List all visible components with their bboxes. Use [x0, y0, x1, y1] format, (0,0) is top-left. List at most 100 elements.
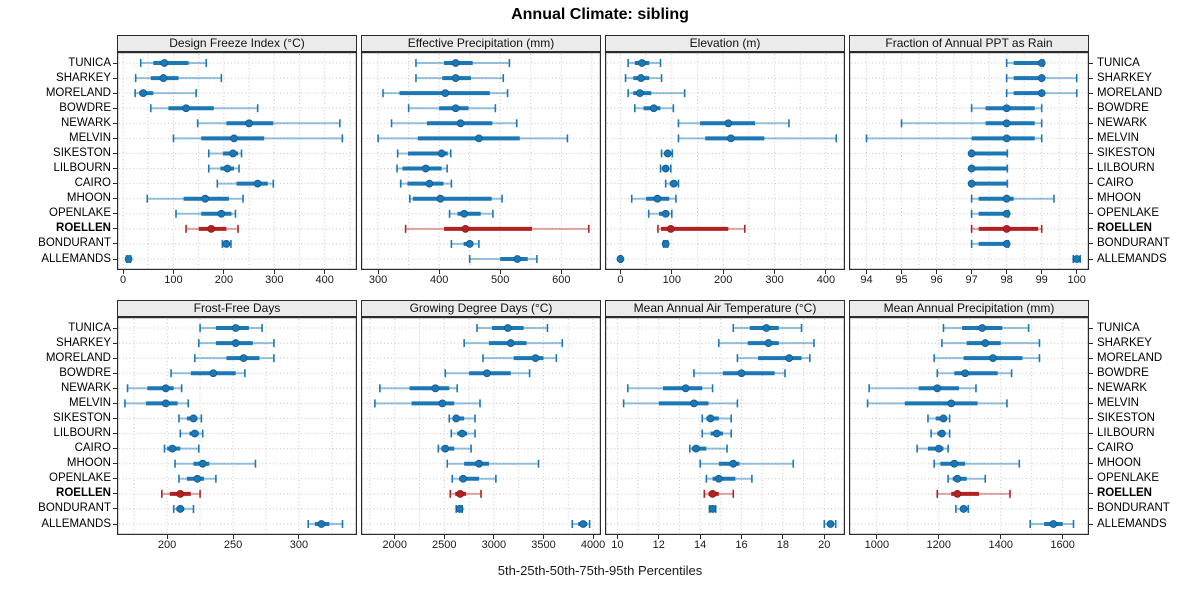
site-label-right-moreland: MORELAND	[1097, 86, 1163, 99]
median-dot-tunica	[231, 324, 240, 332]
median-dot-bowdre	[451, 104, 460, 113]
interval-row-lilbourn	[450, 429, 476, 438]
y-tick-mark-left	[113, 228, 117, 230]
interval-row-allemands	[124, 255, 133, 263]
x-tick-label: 500	[491, 274, 510, 286]
x-tick-mark	[699, 535, 701, 539]
interval-row-allemands	[468, 255, 538, 263]
x-tick-mark	[823, 535, 825, 539]
interval-row-openlake	[448, 209, 494, 218]
site-label-left-sikeston: SIKESTON	[53, 146, 111, 159]
panel-mean-annual-precipitation-mm	[849, 317, 1089, 535]
median-dot-openlake	[661, 209, 670, 218]
x-axis-frost-free-days: 200 250 300	[117, 535, 357, 553]
x-tick-mark	[298, 535, 300, 539]
interval-row-newark	[196, 119, 341, 128]
x-tick-label: 2000	[382, 539, 407, 551]
median-dot-cairo	[425, 179, 434, 188]
median-dot-sikeston	[189, 414, 198, 423]
x-tick-mark	[938, 535, 940, 539]
site-label-right-mhoon: MHOON	[1097, 457, 1142, 470]
median-dot-bondurant	[1002, 240, 1011, 248]
site-label-right-allemands: ALLEMANDS	[1097, 517, 1167, 530]
interval-row-sikeston	[396, 149, 452, 158]
interval-row-bowdre	[634, 104, 675, 113]
interval-row-melvin	[172, 134, 344, 143]
x-tick-label: 20	[818, 539, 831, 551]
x-tick-mark	[1000, 535, 1002, 539]
interval-row-mhoon	[146, 194, 244, 203]
y-tick-mark-left	[113, 152, 117, 154]
median-dot-melvin	[727, 134, 735, 143]
x-tick-label: 10	[611, 539, 624, 551]
x-tick-mark	[866, 270, 868, 274]
median-dot-allemands	[579, 520, 588, 528]
y-tick-mark-right	[1089, 168, 1093, 170]
y-tick-mark-left	[113, 327, 117, 329]
median-dot-sharkey	[637, 74, 645, 82]
median-dot-mhoon	[1002, 194, 1011, 203]
median-dot-mhoon	[475, 459, 483, 468]
site-label-right-bondurant: BONDURANT	[1097, 502, 1170, 515]
x-tick-label: 300	[289, 539, 309, 551]
interval-row-lilbourn	[179, 429, 204, 438]
site-label-left-moreland: MORELAND	[45, 86, 111, 99]
y-tick-mark-left	[113, 62, 117, 64]
y-tick-mark-left	[113, 107, 117, 109]
median-dot-melvin	[947, 399, 956, 408]
panel-fraction-of-annual-ppt-as-rain	[849, 52, 1089, 270]
median-dot-roellen	[708, 489, 717, 498]
median-dot-moreland	[989, 354, 997, 363]
site-label-right-bowdre: BOWDRE	[1097, 101, 1149, 114]
interval-row-sikeston	[660, 149, 674, 158]
site-label-right-cairo: CAIRO	[1097, 177, 1134, 190]
site-label-right-sharkey: SHARKEY	[1097, 71, 1152, 84]
median-dot-allemands	[513, 255, 522, 263]
x-tick-mark	[741, 535, 743, 539]
median-dot-roellen	[953, 489, 962, 498]
median-dot-melvin	[690, 399, 698, 408]
y-tick-mark-right	[1089, 342, 1093, 344]
x-tick-label: 0	[119, 274, 127, 286]
strip-growing-degree-days-c: Growing Degree Days (°C)	[361, 300, 601, 317]
interval-row-newark	[868, 384, 977, 393]
panel-elevation-m	[605, 52, 845, 270]
interval-row-allemands	[307, 520, 344, 528]
interval-row-melvin	[865, 134, 1043, 143]
site-label-right-tunica: TUNICA	[1097, 56, 1140, 69]
interval-row-cairo	[399, 179, 453, 188]
median-dot-allemands	[317, 520, 326, 528]
median-dot-moreland	[239, 354, 248, 363]
y-tick-mark-left	[113, 463, 117, 465]
median-dot-tunica	[451, 59, 460, 67]
interval-row-roellen	[161, 489, 201, 498]
y-tick-mark-left	[113, 493, 117, 495]
interval-row-moreland	[933, 354, 1041, 363]
interval-row-mhoon	[630, 194, 677, 203]
x-axis-design-freeze-index-c: 0 100 200 300 400	[117, 270, 357, 288]
interval-row-mhoon	[970, 194, 1055, 203]
interval-row-lilbourn	[967, 164, 1009, 173]
median-dot-bondurant	[661, 240, 670, 248]
median-dot-allemands	[124, 255, 133, 263]
y-tick-mark-right	[1089, 387, 1093, 389]
median-dot-bondurant	[465, 240, 474, 248]
interval-row-moreland	[1005, 89, 1078, 98]
interval-row-allemands	[823, 520, 837, 528]
site-label-left-tunica: TUNICA	[68, 56, 111, 69]
site-label-left-melvin: MELVIN	[69, 396, 111, 409]
median-dot-lilbourn	[661, 164, 670, 173]
median-dot-sikeston	[706, 414, 715, 423]
y-tick-mark-left	[113, 417, 117, 419]
interval-row-newark	[900, 119, 1043, 128]
site-label-right-lilbourn: LILBOURN	[1097, 427, 1155, 440]
x-tick-label: 400	[816, 274, 836, 286]
x-tick-mark	[232, 535, 234, 539]
interval-row-sikeston	[701, 414, 733, 423]
median-dot-roellen	[176, 489, 185, 498]
interval-row-tunica	[415, 59, 511, 67]
median-dot-melvin	[438, 399, 447, 408]
interval-row-openlake	[647, 209, 673, 218]
y-tick-mark-right	[1089, 62, 1093, 64]
x-tick-mark	[223, 270, 225, 274]
